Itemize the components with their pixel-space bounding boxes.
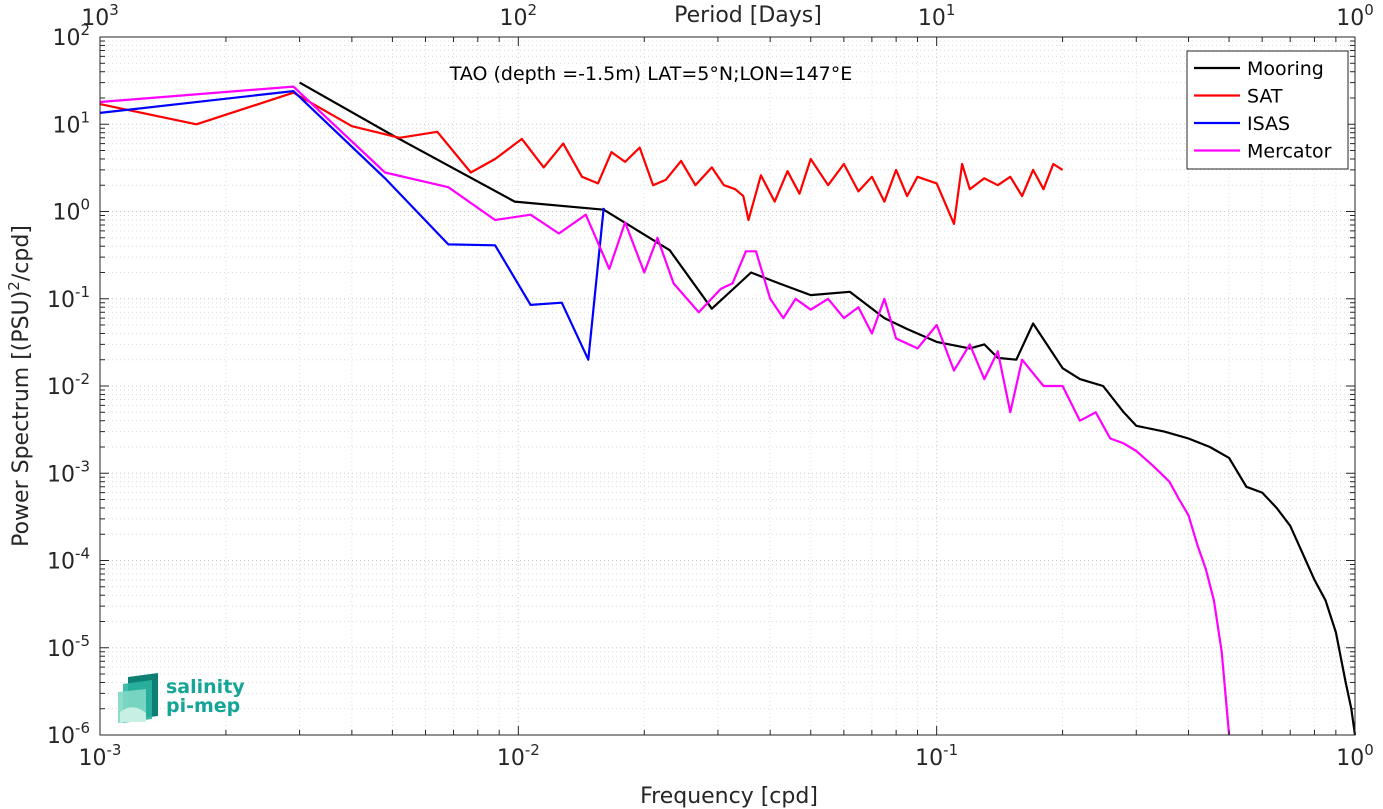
x-axis-label: Frequency [cpd] [640, 784, 818, 809]
legend-label-mooring: Mooring [1247, 58, 1324, 80]
logo-line-2: pi-mep [166, 695, 240, 717]
y-axis-label-sup: 2 [5, 281, 23, 291]
top-tick-label: 103 [81, 1, 119, 31]
y-tick-label: 102 [52, 21, 90, 51]
top-tick-label: 100 [1336, 1, 1374, 31]
y-tick-label: 10-1 [47, 283, 90, 313]
plot-area [100, 37, 1355, 735]
y-axis-label: Power Spectrum [(PSU)2/cpd] [5, 225, 34, 547]
y-tick-label: 10-5 [47, 632, 90, 662]
y-tick-label: 10-2 [47, 370, 90, 400]
x-tick-label: 100 [1336, 741, 1374, 771]
series-line-mooring [299, 81, 1357, 736]
series-line-isas [99, 89, 605, 361]
series-line-mercator [99, 85, 1231, 736]
legend-label-sat: SAT [1247, 86, 1283, 108]
x-tick-label: 10-3 [79, 741, 122, 771]
legend-label-mercator: Mercator [1247, 141, 1332, 163]
y-axis-label-tail: /cpd] [9, 225, 34, 281]
legend-label-isas: ISAS [1247, 113, 1290, 135]
top-axis-label: Period [Days] [674, 3, 822, 28]
top-tick-label: 102 [500, 1, 538, 31]
y-tick-label: 10-4 [47, 545, 90, 575]
x-tick-label: 10-2 [497, 741, 540, 771]
top-tick-label: 101 [918, 1, 956, 31]
top-tick-labels: 103 102 101 100 [81, 1, 1374, 31]
legend: Mooring SAT ISAS Mercator [1186, 50, 1349, 170]
series-lines [99, 81, 1357, 736]
logo-line-1: salinity [166, 676, 245, 698]
y-tick-label: 10-3 [47, 457, 90, 487]
y-axis-label-main: Power Spectrum [(PSU) [9, 291, 34, 547]
logo-mark-icon [118, 673, 158, 723]
chart-title: TAO (depth =-1.5m) LAT=5°N;LON=147°E [449, 63, 853, 85]
legend-box [1186, 50, 1349, 170]
x-tick-label: 10-1 [915, 741, 958, 771]
series-line-sat [99, 91, 1064, 225]
minor-gridlines [100, 37, 1355, 735]
y-tick-labels: 102 101 100 10-1 10-2 10-3 10-4 10-5 10-6 [47, 21, 90, 749]
x-tick-labels: 10-3 10-2 10-1 100 [79, 741, 1374, 771]
salinity-pi-mep-logo: salinity pi-mep [118, 673, 245, 723]
axis-ticks [99, 36, 1356, 736]
y-tick-label: 101 [52, 108, 90, 138]
y-tick-label: 100 [52, 196, 90, 226]
y-tick-label: 10-6 [47, 719, 90, 749]
